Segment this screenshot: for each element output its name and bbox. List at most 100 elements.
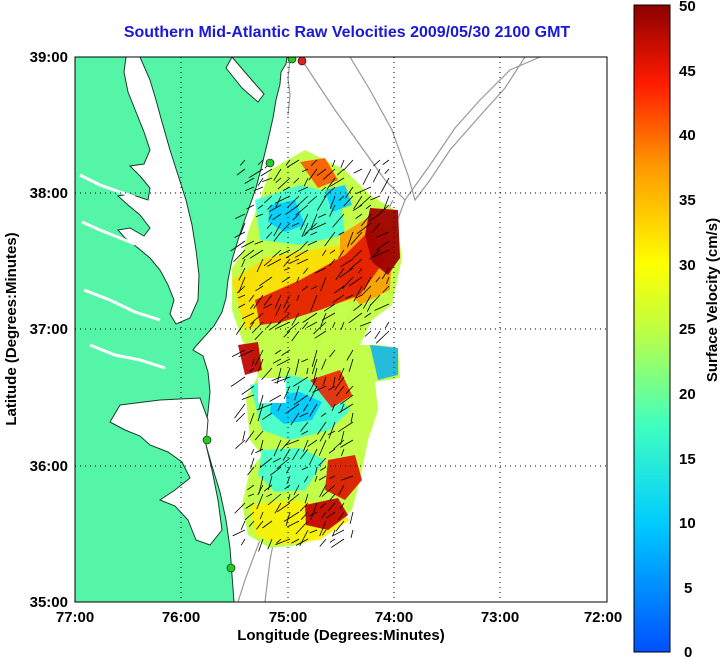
velocity-arrow <box>233 249 246 263</box>
velocity-arrow <box>309 403 318 417</box>
velocity-arrow <box>288 258 300 265</box>
velocity-arrow <box>338 367 345 381</box>
velocity-arrow <box>338 484 345 495</box>
velocity-arrow <box>358 195 372 208</box>
velocity-arrow <box>329 475 336 479</box>
velocity-arrow <box>277 312 291 324</box>
velocity-arrow <box>343 195 354 207</box>
velocity-arrow <box>384 321 390 329</box>
velocity-arrow <box>380 177 390 193</box>
velocity-arrow <box>238 349 255 357</box>
velocity-arrow <box>274 502 282 514</box>
velocity-arrow <box>300 511 309 520</box>
velocity-arrow <box>249 412 255 425</box>
velocity-arrow <box>339 502 345 510</box>
velocity-arrow <box>242 312 255 319</box>
velocity-arrow <box>291 330 300 342</box>
velocity-arrow <box>313 321 327 335</box>
velocity-arrow <box>307 195 318 205</box>
velocity-arrow <box>291 312 300 326</box>
velocity-arrow <box>320 466 327 471</box>
velocity-arrow <box>320 276 327 292</box>
velocity-arrow <box>235 439 246 449</box>
velocity-arrow <box>370 294 381 306</box>
velocity-arrow <box>284 484 291 490</box>
velocity-arrow <box>269 466 282 476</box>
velocity-arrow <box>342 276 354 289</box>
velocity-arrow <box>237 294 246 299</box>
velocity-arrow <box>314 330 327 339</box>
velocity-arrow <box>273 231 282 242</box>
velocity-arrow <box>299 529 309 546</box>
velocity-arrow <box>301 285 309 291</box>
velocity-arrow <box>241 394 255 400</box>
velocity-arrow <box>238 267 246 281</box>
velocity-arrow <box>286 159 300 168</box>
velocity-arrow <box>257 403 264 422</box>
velocity-arrow <box>382 285 390 293</box>
velocity-arrow <box>309 385 318 402</box>
velocity-arrow <box>311 349 318 368</box>
velocity-arrow <box>230 240 246 252</box>
velocity-arrow <box>361 285 372 296</box>
velocity-arrow <box>366 303 372 312</box>
colorbar-tick-label: 20 <box>679 386 696 403</box>
velocity-arrow <box>236 168 246 176</box>
velocity-arrow <box>273 439 282 457</box>
x-axis-label: Longitude (Degrees:Minutes) <box>237 627 445 644</box>
velocity-arrow <box>320 412 327 418</box>
velocity-arrow <box>301 321 309 330</box>
velocity-arrow <box>258 538 264 552</box>
velocity-arrow <box>258 276 273 287</box>
velocity-arrow <box>329 195 336 209</box>
velocity-arrow <box>256 493 264 510</box>
velocity-arrow <box>372 249 390 258</box>
velocity-arrow <box>300 213 309 230</box>
station-marker <box>202 435 212 445</box>
velocity-arrow <box>250 457 255 469</box>
velocity-arrow <box>372 168 381 183</box>
velocity-arrow <box>379 204 390 214</box>
velocity-arrow <box>301 168 309 173</box>
velocity-arrow <box>340 394 354 405</box>
velocity-arrow <box>318 213 327 218</box>
velocity-arrow <box>335 520 345 532</box>
velocity-arrow <box>277 177 291 190</box>
velocity-arrow <box>340 439 354 448</box>
velocity-arrow <box>274 376 291 384</box>
velocity-arrow <box>363 276 372 291</box>
velocity-arrow <box>290 412 300 426</box>
velocity-arrow <box>246 204 255 210</box>
y-tick-label: 39:00 <box>30 49 68 66</box>
velocity-arrow <box>285 249 300 259</box>
velocity-arrow <box>313 367 318 382</box>
velocity-arrow <box>249 249 264 259</box>
velocity-arrow <box>235 213 246 219</box>
velocity-arrow <box>347 231 354 248</box>
velocity-arrow <box>383 195 390 210</box>
velocity-arrow <box>268 213 273 220</box>
velocity-arrow <box>294 249 309 258</box>
velocity-arrow <box>329 249 336 254</box>
x-tick-label: 76:00 <box>162 609 200 626</box>
y-axis-label: Latitude (Degrees:Minutes) <box>3 232 20 425</box>
velocity-arrow <box>241 240 255 248</box>
velocity-arrow <box>284 367 291 383</box>
velocity-arrow <box>230 376 246 387</box>
velocity-arrow <box>332 376 336 388</box>
velocity-arrow <box>362 168 372 185</box>
velocity-arrow <box>245 430 255 443</box>
velocity-arrow <box>330 538 345 548</box>
velocity-arrow <box>346 349 354 361</box>
rivers <box>79 173 166 370</box>
velocity-arrow <box>268 204 282 213</box>
velocity-arrow <box>364 312 372 318</box>
colorbar-tick-label: 30 <box>679 257 696 274</box>
velocity-arrow <box>322 168 336 180</box>
velocity-arrow <box>365 204 372 210</box>
velocity-arrow <box>284 303 291 313</box>
velocity-arrow <box>273 222 282 237</box>
x-tick-labels: 77:00 76:00 75:00 74:00 73:00 72:00 <box>56 609 622 626</box>
velocity-arrow <box>258 358 264 372</box>
velocity-arrow <box>296 258 309 265</box>
